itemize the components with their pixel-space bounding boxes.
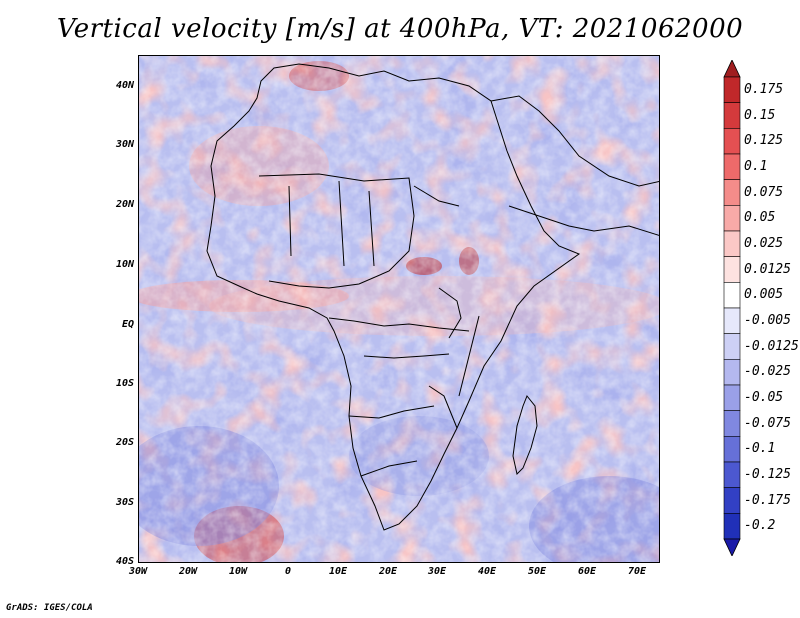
- chart-title: Vertical velocity [m/s] at 400hPa, VT: 2…: [56, 14, 744, 44]
- colorbar-tick-label: -0.05: [744, 389, 784, 405]
- lon-label-70e: 70E: [627, 566, 647, 577]
- colorbar-swatch: [723, 436, 741, 463]
- credit-text: GrADS: IGES/COLA: [6, 603, 93, 613]
- lat-label-40n: 40N: [115, 80, 134, 91]
- colorbar-tick-label: -0.025: [744, 364, 791, 380]
- colorbar-swatch: [723, 128, 741, 155]
- lon-label-30e: 30E: [427, 566, 447, 577]
- lon-label-60e: 60E: [577, 566, 597, 577]
- lon-label-10w: 10W: [228, 566, 248, 577]
- lon-label-40e: 40E: [477, 566, 497, 577]
- lat-label-20n: 20N: [115, 199, 134, 210]
- colorbar-tick-label: -0.005: [744, 312, 791, 328]
- lon-label-20e: 20E: [378, 566, 398, 577]
- colorbar-tick-label: -0.075: [744, 415, 791, 431]
- colorbar-bottom-arrow: [723, 538, 741, 556]
- colorbar-swatch: [723, 333, 741, 360]
- colorbar-swatch: [723, 102, 741, 129]
- colorbar-swatch: [723, 256, 741, 283]
- lat-label-10s: 10S: [115, 378, 134, 389]
- colorbar-swatch: [723, 410, 741, 437]
- colorbar-tick-label: 0.0125: [744, 261, 791, 277]
- lon-label-20w: 20W: [178, 566, 198, 577]
- lat-label-30n: 30N: [115, 139, 134, 150]
- colorbar-tick-label: 0.1: [744, 158, 768, 174]
- lon-label-10e: 10E: [328, 566, 348, 577]
- colorbar-tick-label: 0.025: [744, 235, 784, 251]
- colorbar-swatch: [723, 461, 741, 488]
- colorbar-swatch: [723, 307, 741, 334]
- colorbar-swatch: [723, 153, 741, 180]
- colorbar-swatch: [723, 230, 741, 257]
- lon-label-50e: 50E: [527, 566, 547, 577]
- colorbar-swatch: [723, 205, 741, 232]
- lat-label-30s: 30S: [115, 497, 134, 508]
- colorbar-tick-label: -0.0125: [744, 338, 799, 354]
- colorbar-top-arrow: [723, 60, 741, 78]
- colorbar-tick-label: 0.005: [744, 287, 784, 303]
- lon-label-30w: 30W: [128, 566, 148, 577]
- lat-label-20s: 20S: [115, 437, 134, 448]
- colorbar-tick-label: -0.1: [744, 441, 776, 457]
- colorbar-tick-label: 0.15: [744, 107, 776, 123]
- colorbar-swatch: [723, 282, 741, 309]
- lon-label-0: 0: [284, 566, 292, 577]
- lat-label-eq: EQ: [121, 319, 134, 330]
- colorbar: [723, 60, 741, 556]
- colorbar-swatch: [723, 359, 741, 386]
- colorbar-tick-label: -0.2: [744, 518, 776, 534]
- colorbar-swatch: [723, 513, 741, 540]
- colorbar-tick-label: 0.175: [744, 81, 784, 97]
- colorbar-swatch: [723, 487, 741, 514]
- colorbar-tick-label: 0.125: [744, 133, 784, 149]
- map-panel: [138, 55, 660, 563]
- lat-label-40s: 40S: [115, 556, 134, 567]
- coastlines: [206, 63, 659, 531]
- colorbar-swatch: [723, 76, 741, 103]
- lat-label-10n: 10N: [115, 259, 134, 270]
- colorbar-tick-label: 0.05: [744, 210, 776, 226]
- colorbar-tick-label: -0.175: [744, 492, 791, 508]
- colorbar-swatch: [723, 384, 741, 411]
- velocity-field-map: [139, 56, 659, 562]
- colorbar-tick-label: 0.075: [744, 184, 784, 200]
- colorbar-tick-label: -0.125: [744, 466, 791, 482]
- colorbar-swatch: [723, 179, 741, 206]
